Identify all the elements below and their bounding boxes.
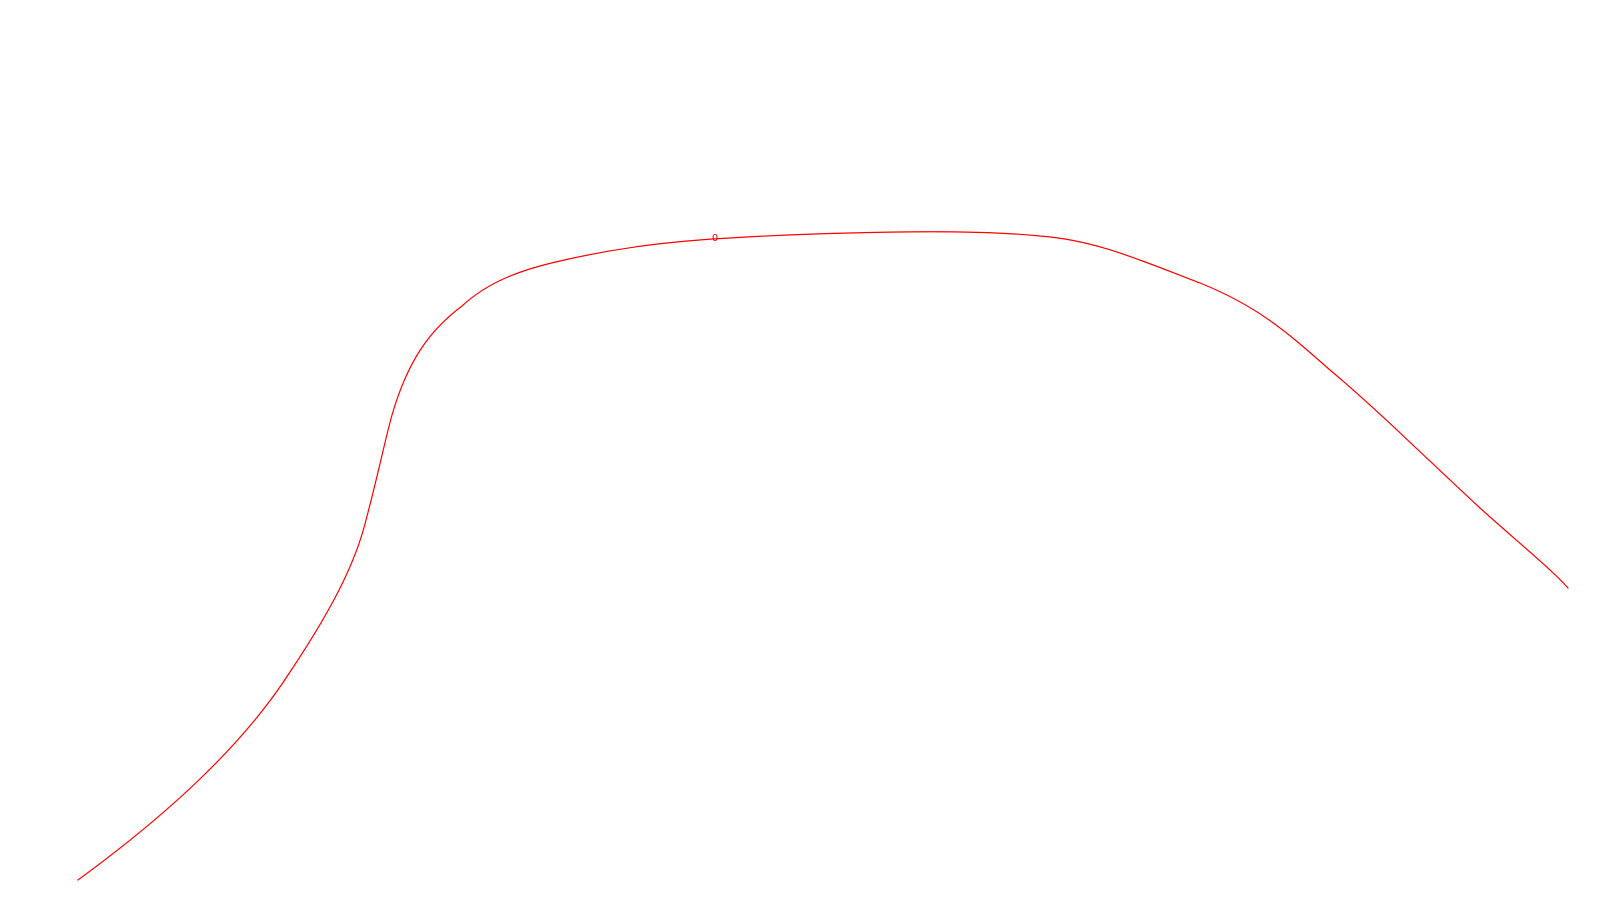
contour-value-label: 0 [712, 233, 718, 244]
red-contour-line [77, 231, 1569, 881]
